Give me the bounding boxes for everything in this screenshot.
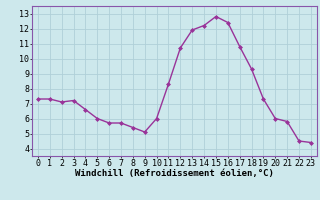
X-axis label: Windchill (Refroidissement éolien,°C): Windchill (Refroidissement éolien,°C) [75,169,274,178]
